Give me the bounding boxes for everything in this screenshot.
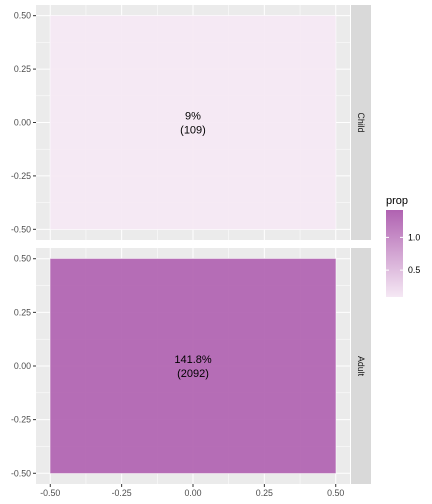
y-tick-label: -0.50	[11, 468, 31, 478]
heatmap-tile-adult	[50, 258, 336, 474]
legend: prop 0.5 1.0	[386, 195, 420, 297]
facet-panel-child: 9% (109) -0.50 -0.25 0.00 0.25 0.50 Child	[11, 5, 371, 240]
y-tick-label: 0.00	[14, 361, 31, 371]
y-tick-label: 0.25	[14, 64, 31, 74]
legend-break-label: 1.0	[408, 232, 420, 242]
facet-strip-label: Child	[356, 112, 366, 132]
x-tick-label: -0.25	[112, 488, 132, 498]
x-tick-label: 0.25	[256, 488, 273, 498]
cell-label-line: 9%	[185, 111, 201, 123]
facet-strip	[351, 5, 371, 240]
legend-title: prop	[386, 195, 408, 207]
y-tick-label: -0.50	[11, 224, 31, 234]
y-tick-label: 0.25	[14, 307, 31, 317]
facet-strip-label: Adult	[356, 356, 366, 377]
legend-colorbar	[386, 210, 403, 297]
cell-label-line: (2092)	[177, 368, 209, 380]
y-tick-label: -0.25	[11, 415, 31, 425]
cell-label-line: 141.8%	[174, 354, 212, 366]
facet-strip	[351, 248, 371, 484]
cell-label-line: (109)	[180, 125, 206, 137]
y-tick-label: -0.25	[11, 171, 31, 181]
legend-break-label: 0.5	[408, 265, 420, 275]
x-tick-label: -0.50	[40, 488, 60, 498]
heatmap-tile-child	[50, 15, 336, 230]
x-tick-label: 0.00	[184, 488, 201, 498]
facet-panel-adult: 141.8% (2092) -0.50 -0.25 0.00 0.25 0.50 Adult	[11, 248, 371, 484]
x-tick-label: 0.50	[327, 488, 344, 498]
y-tick-label: 0.00	[14, 118, 31, 128]
y-tick-label: 0.50	[14, 11, 31, 21]
y-tick-label: 0.50	[14, 254, 31, 264]
